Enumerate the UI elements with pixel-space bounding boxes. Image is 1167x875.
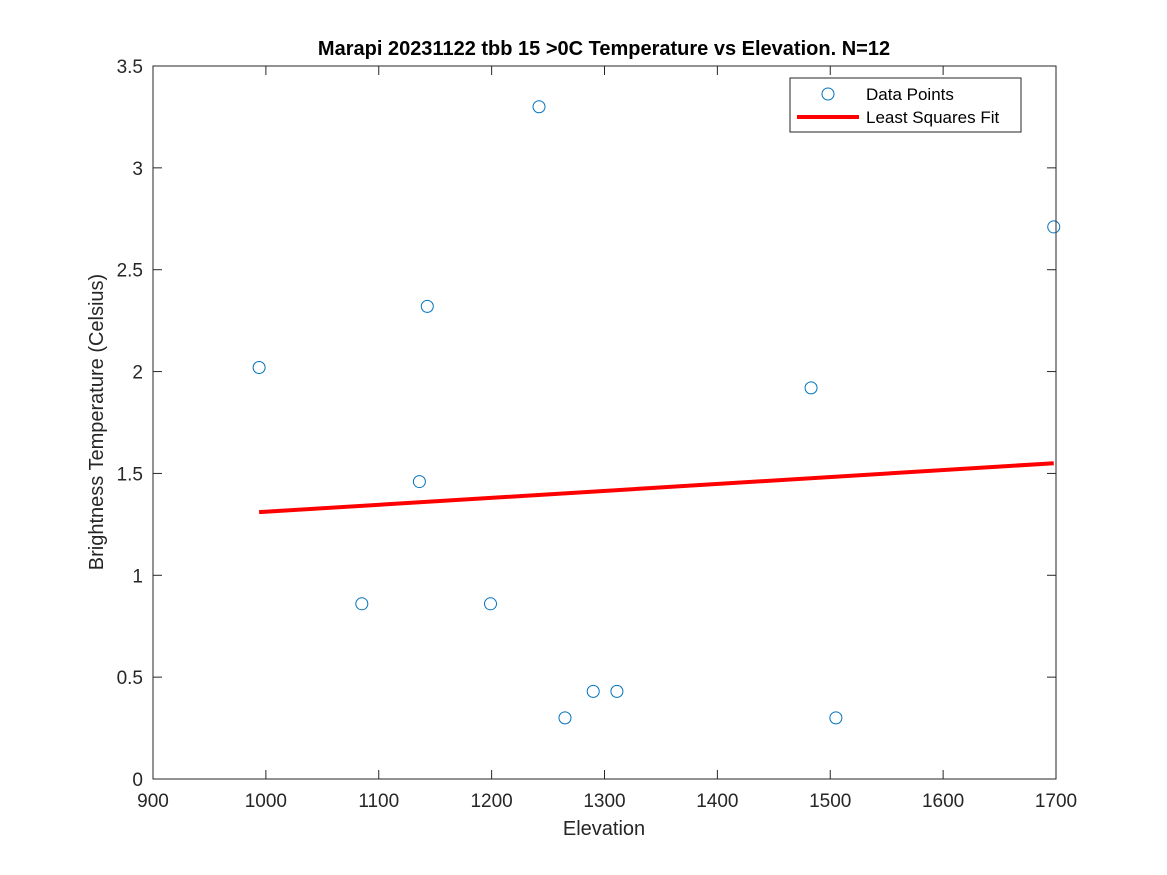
x-tick-label: 1500	[809, 791, 851, 812]
y-tick-label: 1	[132, 566, 143, 587]
y-axis-label: Brightness Temperature (Celsius)	[86, 274, 108, 570]
x-tick-label: 900	[137, 791, 169, 812]
data-point	[252, 360, 266, 374]
x-tick-label: 1100	[358, 791, 399, 812]
y-tick-label: 2.5	[117, 261, 143, 282]
x-axis-label: Elevation	[563, 818, 645, 840]
x-tick-label: 1300	[583, 791, 625, 812]
y-tick-label: 3.5	[117, 57, 143, 78]
data-point	[558, 711, 572, 725]
data-point	[1047, 220, 1061, 234]
legend-label-fit: Least Squares Fit	[866, 108, 1000, 127]
plot-frame	[152, 65, 1057, 780]
y-tick-label: 0.5	[117, 668, 143, 689]
data-point	[412, 475, 426, 489]
least-squares-fit-line	[258, 461, 1054, 515]
plot-area	[153, 66, 1056, 779]
y-tick-label: 0	[132, 770, 143, 791]
data-point	[420, 299, 434, 313]
chart-title: Marapi 20231122 tbb 15 >0C Temperature v…	[318, 38, 890, 60]
legend: Data Points Least Squares Fit	[789, 77, 1022, 133]
x-tick-label: 1400	[696, 791, 738, 812]
x-tick-label: 1600	[922, 791, 964, 812]
data-point	[355, 597, 369, 611]
x-tick-label: 1000	[245, 791, 287, 812]
fit-layer	[258, 461, 1054, 515]
data-point	[532, 100, 546, 114]
x-tick-label: 1700	[1035, 791, 1077, 812]
data-point	[586, 684, 600, 698]
y-tick-label: 1.5	[117, 464, 143, 485]
data-point	[804, 381, 818, 395]
legend-box	[789, 77, 1022, 133]
points-layer	[252, 100, 1061, 725]
x-tick-label: 1200	[470, 791, 512, 812]
tick-group: 900 1000 1100 1200 1300 1400 1500 1600 1700 0 0.5 1…	[117, 57, 1078, 812]
y-tick-label: 2	[132, 363, 143, 384]
data-point	[610, 684, 624, 698]
data-point	[483, 597, 497, 611]
y-tick-label: 3	[132, 159, 143, 180]
legend-label-data-points: Data Points	[866, 85, 954, 104]
legend-marker-data-points	[821, 87, 835, 101]
data-point	[829, 711, 843, 725]
